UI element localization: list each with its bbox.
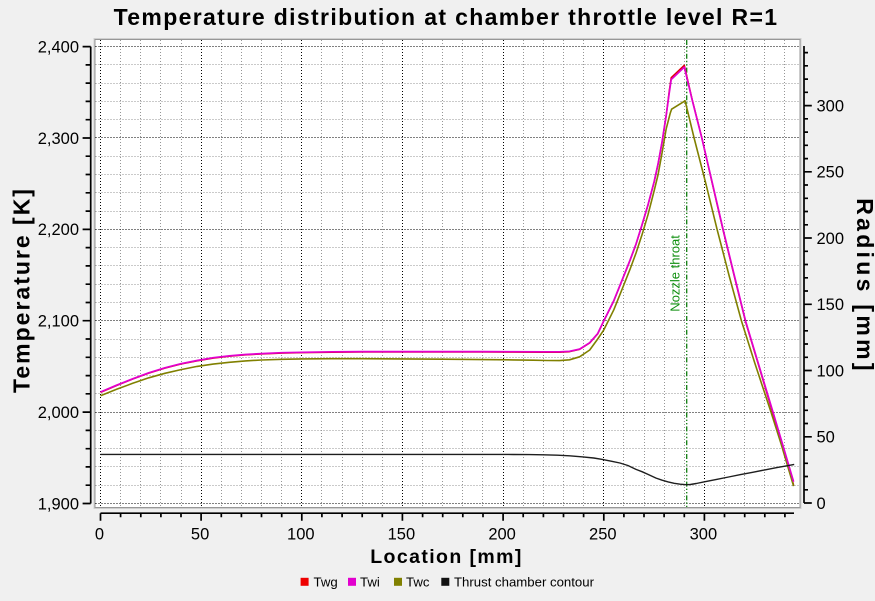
svg-text:1,900: 1,900: [38, 495, 79, 513]
svg-text:2,200: 2,200: [38, 221, 79, 239]
svg-text:300: 300: [817, 97, 845, 115]
svg-text:250: 250: [817, 164, 845, 182]
svg-text:200: 200: [817, 230, 845, 248]
svg-text:0: 0: [95, 526, 104, 544]
svg-text:100: 100: [287, 526, 315, 544]
svg-text:Nozzle throat: Nozzle throat: [667, 235, 682, 312]
svg-text:Temperature distribution at ch: Temperature distribution at chamber thro…: [114, 4, 779, 30]
svg-text:50: 50: [817, 429, 835, 447]
svg-text:150: 150: [817, 296, 845, 314]
svg-text:2,400: 2,400: [38, 38, 79, 56]
svg-text:0: 0: [817, 495, 826, 513]
svg-text:2,300: 2,300: [38, 130, 79, 148]
svg-text:200: 200: [488, 526, 516, 544]
svg-text:50: 50: [191, 526, 209, 544]
svg-text:150: 150: [388, 526, 416, 544]
svg-text:100: 100: [817, 362, 845, 380]
svg-text:2,100: 2,100: [38, 313, 79, 331]
svg-text:Twc: Twc: [406, 575, 430, 590]
svg-text:Thrust chamber contour: Thrust chamber contour: [454, 575, 595, 590]
svg-text:Location [mm]: Location [mm]: [370, 546, 523, 568]
svg-text:2,000: 2,000: [38, 404, 79, 422]
svg-text:Temperature [K]: Temperature [K]: [9, 187, 35, 393]
svg-text:Twi: Twi: [360, 575, 380, 590]
svg-text:Radius [mm]: Radius [mm]: [852, 198, 875, 374]
svg-text:Twg: Twg: [314, 575, 338, 590]
svg-text:250: 250: [589, 526, 617, 544]
svg-text:300: 300: [690, 526, 718, 544]
